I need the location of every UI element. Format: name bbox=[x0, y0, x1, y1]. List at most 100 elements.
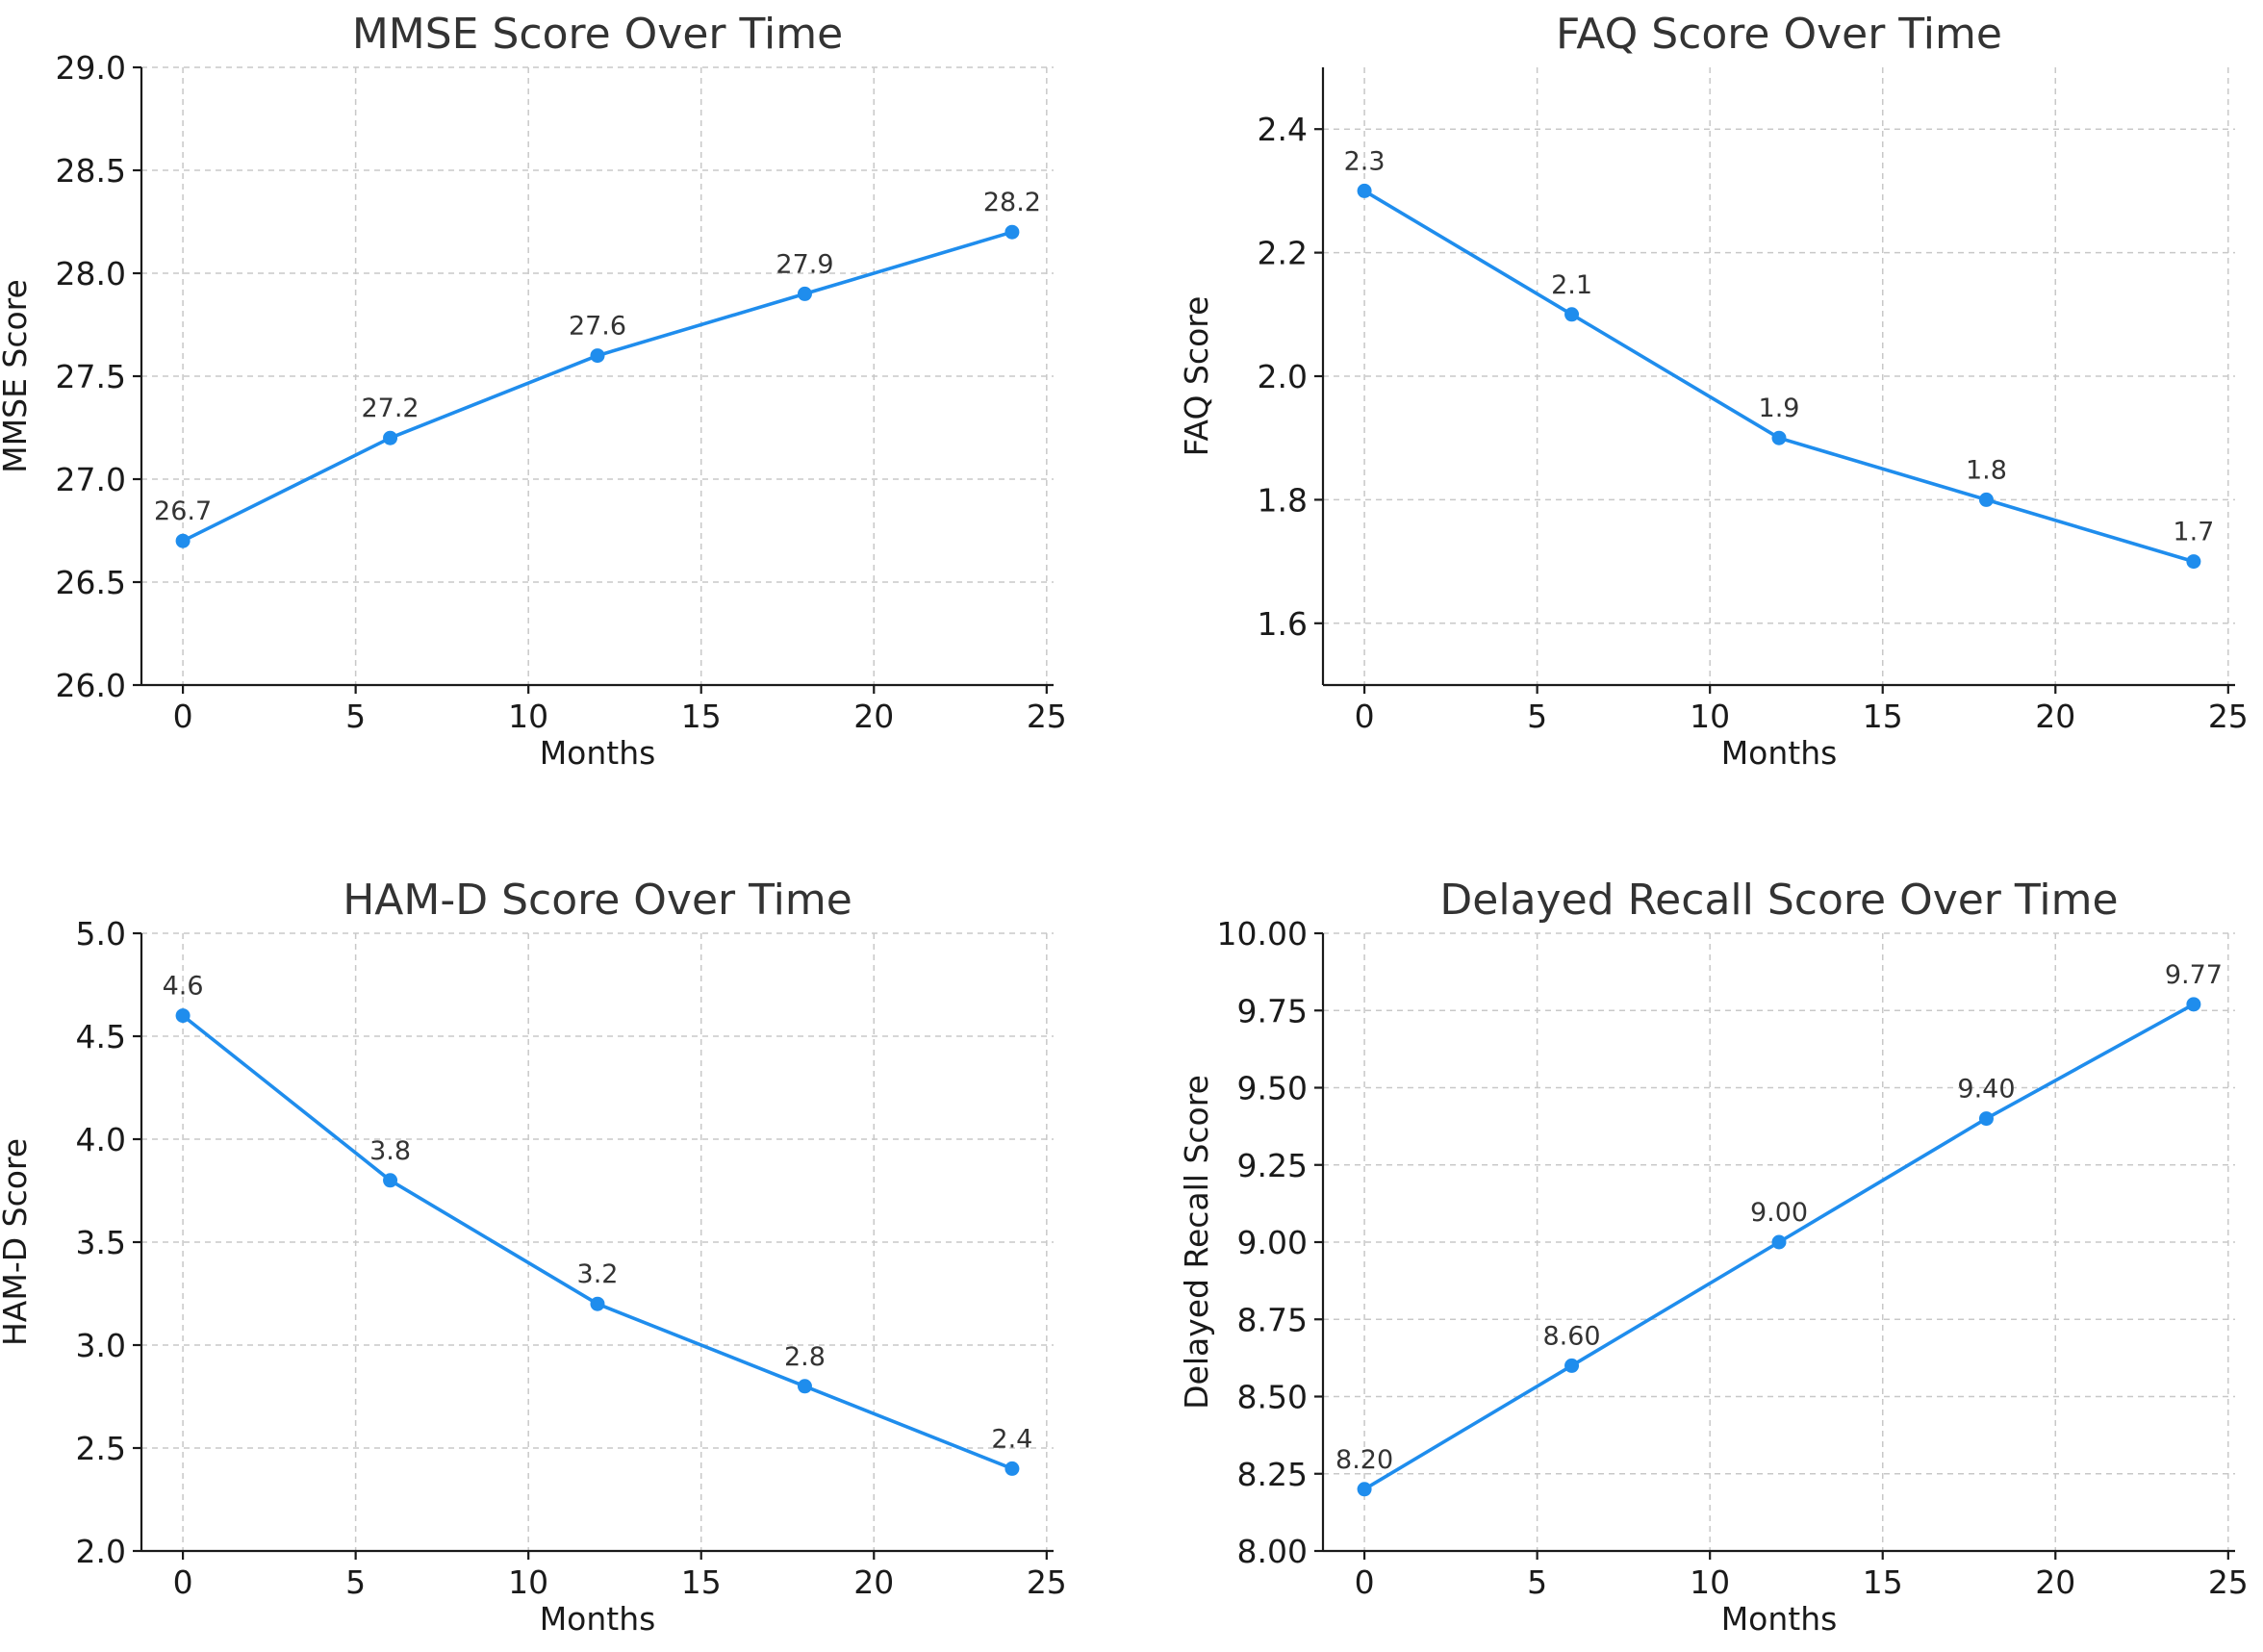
y-tick-label: 28.5 bbox=[56, 152, 126, 190]
y-tick-label: 4.0 bbox=[76, 1121, 126, 1158]
data-point bbox=[383, 1173, 398, 1188]
data-label: 27.2 bbox=[361, 394, 419, 423]
chart-title: HAM-D Score Over Time bbox=[343, 876, 852, 925]
y-tick-label: 5.0 bbox=[76, 915, 126, 953]
chart-title: MMSE Score Over Time bbox=[352, 10, 843, 59]
data-point bbox=[1357, 1482, 1372, 1497]
y-axis-label: HAM-D Score bbox=[0, 1138, 34, 1346]
y-tick-label: 26.5 bbox=[56, 564, 126, 601]
y-tick-label: 2.0 bbox=[76, 1533, 126, 1570]
data-point bbox=[1564, 1358, 1580, 1373]
x-tick-label: 0 bbox=[1355, 698, 1375, 735]
y-tick-label: 4.5 bbox=[76, 1018, 126, 1055]
y-tick-label: 9.25 bbox=[1237, 1147, 1308, 1184]
data-point bbox=[1771, 1234, 1787, 1250]
chart-panel-1: 0 5 10 15 20 25 26.0 26.5 27.0 27.5 28.0 28.5 29.0 MM… bbox=[0, 10, 1067, 772]
data-label: 9.77 bbox=[2165, 960, 2223, 990]
y-tick-label: 2.2 bbox=[1258, 235, 1308, 272]
y-axis-label: MMSE Score bbox=[0, 279, 34, 473]
data-label: 9.40 bbox=[1957, 1075, 2015, 1105]
x-tick-label: 20 bbox=[2035, 1563, 2075, 1601]
data-label: 2.3 bbox=[1344, 146, 1386, 176]
x-tick-label: 15 bbox=[681, 1563, 722, 1601]
chart-title: Delayed Recall Score Over Time bbox=[1439, 876, 2118, 925]
x-tick-label: 5 bbox=[345, 698, 366, 735]
x-tick-label: 20 bbox=[2035, 698, 2075, 735]
data-label: 27.6 bbox=[569, 312, 626, 342]
data-point bbox=[590, 348, 605, 364]
x-axis-label: Months bbox=[1721, 1600, 1838, 1638]
x-tick-label: 10 bbox=[1690, 698, 1730, 735]
x-tick-label: 20 bbox=[853, 698, 894, 735]
data-point bbox=[1978, 1111, 1994, 1127]
y-tick-label: 29.0 bbox=[56, 49, 126, 87]
data-label: 2.4 bbox=[991, 1424, 1032, 1454]
data-point bbox=[1771, 430, 1787, 445]
y-tick-label: 2.5 bbox=[76, 1430, 126, 1467]
y-tick-label: 3.5 bbox=[76, 1224, 126, 1261]
data-point bbox=[797, 286, 812, 301]
y-tick-label: 27.5 bbox=[56, 358, 126, 395]
chart-panel-2: 0 5 10 15 20 25 1.6 1.8 2.0 2.2 2.4 FAQ Score Over … bbox=[1178, 10, 2249, 772]
data-point bbox=[1978, 492, 1994, 507]
data-label: 2.1 bbox=[1551, 270, 1592, 300]
x-tick-label: 0 bbox=[1355, 1563, 1375, 1601]
data-label: 1.9 bbox=[1759, 394, 1800, 423]
x-axis-label: Months bbox=[540, 734, 656, 772]
x-tick-label: 10 bbox=[508, 1563, 548, 1601]
x-tick-label: 15 bbox=[681, 698, 722, 735]
x-tick-label: 15 bbox=[1863, 698, 1903, 735]
data-point bbox=[2186, 554, 2201, 570]
y-tick-label: 9.75 bbox=[1237, 992, 1308, 1029]
y-axis-label: Delayed Recall Score bbox=[1178, 1075, 1215, 1410]
data-point bbox=[175, 533, 191, 548]
y-tick-label: 8.00 bbox=[1237, 1533, 1308, 1570]
y-tick-label: 1.6 bbox=[1258, 605, 1308, 643]
data-point bbox=[590, 1296, 605, 1311]
x-tick-label: 5 bbox=[345, 1563, 366, 1601]
data-label: 8.20 bbox=[1335, 1445, 1393, 1475]
chart-title: FAQ Score Over Time bbox=[1556, 10, 2002, 59]
y-tick-label: 10.00 bbox=[1217, 915, 1308, 953]
x-tick-label: 0 bbox=[173, 698, 193, 735]
y-tick-label: 3.0 bbox=[76, 1327, 126, 1364]
data-label: 8.60 bbox=[1542, 1321, 1600, 1351]
data-label: 9.00 bbox=[1750, 1198, 1808, 1228]
y-tick-label: 26.0 bbox=[56, 667, 126, 704]
data-point bbox=[1004, 224, 1020, 240]
data-point bbox=[2186, 997, 2201, 1012]
y-tick-label: 2.4 bbox=[1258, 111, 1308, 148]
chart-panel-3: 0 5 10 15 20 25 2.0 2.5 3.0 3.5 4.0 4.5 5.0 HAM-D Sco… bbox=[0, 876, 1067, 1638]
data-point bbox=[1357, 183, 1372, 198]
x-tick-label: 25 bbox=[2208, 1563, 2249, 1601]
x-tick-label: 25 bbox=[2208, 698, 2249, 735]
x-tick-label: 25 bbox=[1027, 698, 1067, 735]
data-label: 27.9 bbox=[776, 249, 833, 279]
x-tick-label: 5 bbox=[1527, 1563, 1547, 1601]
x-axis-label: Months bbox=[540, 1600, 656, 1638]
data-point bbox=[383, 430, 398, 445]
y-tick-label: 2.0 bbox=[1258, 358, 1308, 395]
x-tick-label: 10 bbox=[508, 698, 548, 735]
x-tick-label: 15 bbox=[1863, 1563, 1903, 1601]
y-tick-label: 9.00 bbox=[1237, 1224, 1308, 1261]
data-point bbox=[797, 1379, 812, 1394]
x-tick-label: 10 bbox=[1690, 1563, 1730, 1601]
data-label: 26.7 bbox=[154, 496, 212, 526]
y-tick-label: 28.0 bbox=[56, 255, 126, 292]
x-tick-label: 0 bbox=[173, 1563, 193, 1601]
y-tick-label: 27.0 bbox=[56, 461, 126, 498]
x-tick-label: 20 bbox=[853, 1563, 894, 1601]
y-tick-label: 1.8 bbox=[1258, 481, 1308, 519]
x-tick-label: 25 bbox=[1027, 1563, 1067, 1601]
data-label: 28.2 bbox=[983, 188, 1041, 217]
y-tick-label: 8.25 bbox=[1237, 1456, 1308, 1493]
y-tick-label: 9.50 bbox=[1237, 1070, 1308, 1107]
x-tick-label: 5 bbox=[1527, 698, 1547, 735]
y-tick-label: 8.50 bbox=[1237, 1379, 1308, 1416]
x-axis-label: Months bbox=[1721, 734, 1838, 772]
chart-panel-4: 0 5 10 15 20 25 8.00 8.25 8.50 8.75 9.00 9.25 9.50 9.… bbox=[1178, 876, 2249, 1638]
data-point bbox=[175, 1008, 191, 1024]
